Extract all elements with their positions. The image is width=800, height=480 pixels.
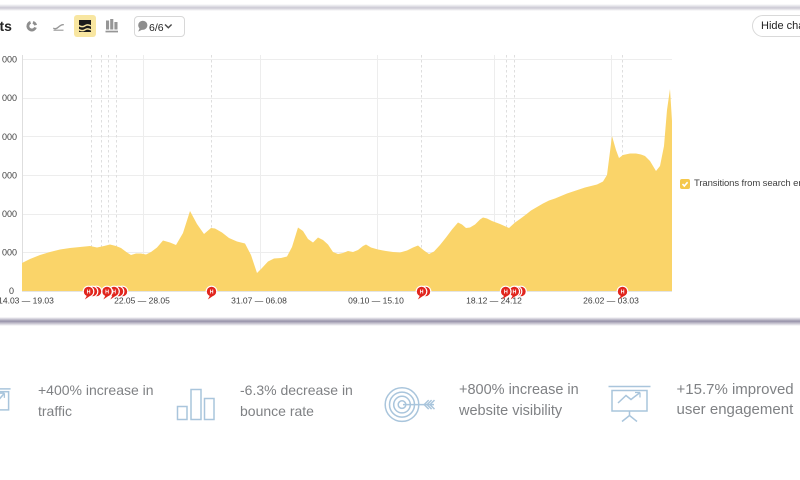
svg-text:H: H [504,290,508,296]
svg-text:0 000: 0 000 [0,209,17,219]
svg-text:18.12 — 24.12: 18.12 — 24.12 [466,296,522,306]
svg-text:22.05 — 28.05: 22.05 — 28.05 [114,296,170,306]
svg-text:H: H [87,290,91,296]
svg-text:0 000: 0 000 [0,54,17,64]
svg-text:0 000: 0 000 [0,132,17,142]
svg-text:0: 0 [9,286,14,296]
svg-text:09.10 — 15.10: 09.10 — 15.10 [348,296,404,306]
svg-text:31.07 — 06.08: 31.07 — 06.08 [231,296,287,306]
svg-text:0 000: 0 000 [0,247,17,257]
svg-text:H: H [105,290,109,296]
svg-text:0 000: 0 000 [0,170,17,180]
svg-text:0 000: 0 000 [0,93,17,103]
svg-text:H: H [420,290,424,296]
svg-text:H: H [112,290,116,296]
svg-text:H: H [621,290,625,296]
svg-text:26.02 — 03.03: 26.02 — 03.03 [583,296,639,306]
svg-text:14.03 — 19.03: 14.03 — 19.03 [0,296,54,306]
svg-text:H: H [210,290,214,296]
svg-text:H: H [512,290,516,296]
